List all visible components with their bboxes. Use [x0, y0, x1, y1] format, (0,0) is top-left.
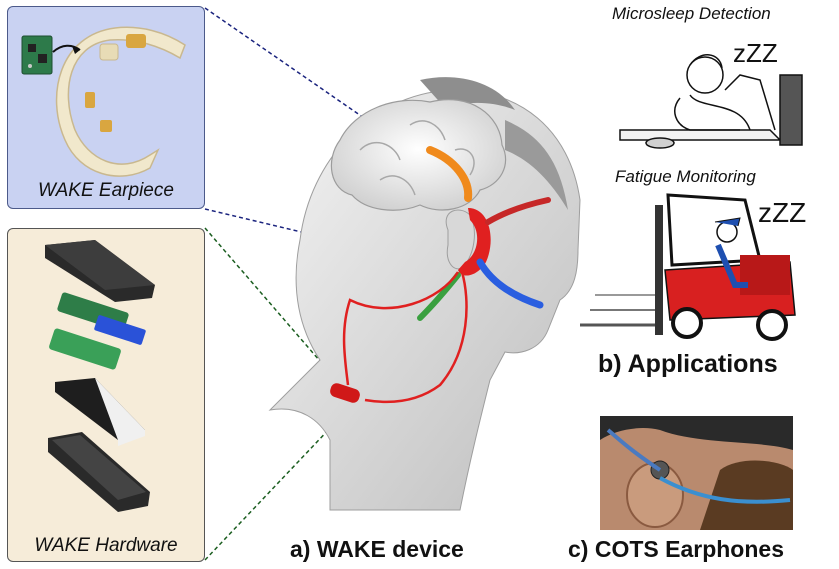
- red-arrow: [485, 197, 551, 225]
- cots-caption: c) COTS Earphones: [568, 536, 784, 562]
- module-arrow-head: [72, 46, 80, 54]
- head-illustration: [268, 77, 581, 511]
- hardware-pod-worn: [330, 383, 360, 403]
- forklift-sketch: [580, 193, 796, 341]
- wake-earpiece-worn: [458, 208, 491, 276]
- fatigue-title: Fatigue Monitoring: [615, 167, 756, 186]
- device-caption: a) WAKE device: [290, 536, 464, 562]
- cable: [342, 271, 468, 404]
- orange-arrow: [426, 146, 473, 202]
- microsleep-zzz: zZZ: [733, 38, 778, 68]
- applications-caption: b) Applications: [598, 350, 778, 378]
- green-arrow: [417, 272, 461, 321]
- hardware-image: [45, 240, 155, 512]
- earpiece-label: WAKE Earpiece: [38, 180, 174, 201]
- pcb-module: [21, 35, 53, 75]
- microsleep-title: Microsleep Detection: [612, 4, 771, 23]
- module-arrow: [52, 44, 81, 53]
- fatigue-zzz: zZZ: [758, 197, 806, 228]
- ear: [445, 209, 475, 270]
- microsleep-sketch: [619, 54, 803, 149]
- connector-line: [204, 7, 501, 213]
- hardware-label: WAKE Hardware: [34, 535, 178, 556]
- blue-arrow: [476, 258, 544, 309]
- cots-photo: [600, 416, 793, 530]
- hardware-panel: WAKE Hardware: [7, 228, 205, 562]
- earpiece-image: [55, 26, 186, 177]
